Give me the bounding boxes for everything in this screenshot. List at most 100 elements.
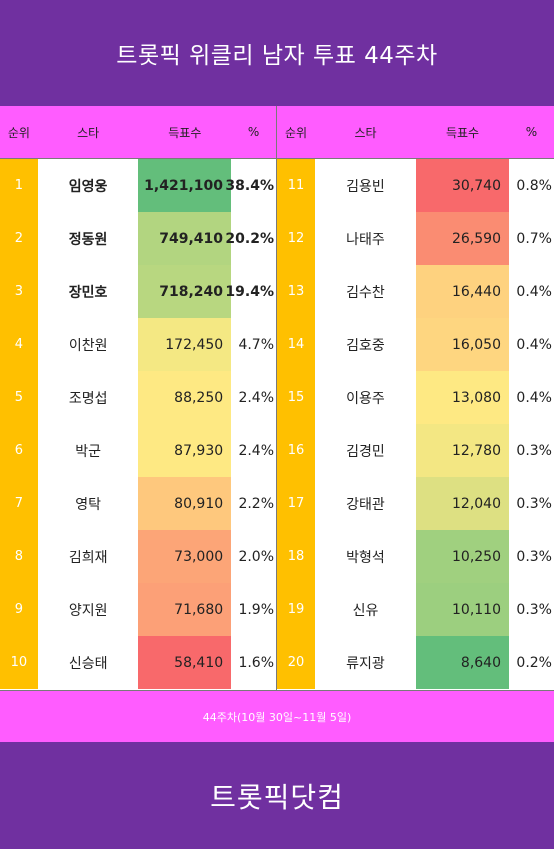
rank-cell: 4: [0, 318, 38, 371]
rank-cell: 17: [277, 477, 315, 530]
table-row: 20 류지광 8,640 0.2%: [277, 636, 554, 689]
table-header-left: 순위 스타 득표수 %: [0, 106, 276, 159]
percent-cell: 19.4%: [225, 283, 274, 300]
star-name-cell: 강태관: [346, 496, 385, 513]
star-name-cell: 나태주: [346, 231, 385, 248]
rank-cell: 19: [277, 583, 315, 636]
rank-cell: 12: [277, 212, 315, 265]
percent-cell: 1.9%: [238, 601, 275, 618]
percent-cell: 0.3%: [516, 495, 552, 512]
table-row: 9 양지원 71,680 1.9%: [0, 583, 276, 636]
rank-cell: 10: [0, 636, 38, 689]
votes-cell: 718,240: [138, 265, 231, 318]
rank-cell: 7: [0, 477, 38, 530]
percent-cell: 0.3%: [516, 601, 552, 618]
star-name-cell: 박형석: [346, 549, 385, 566]
header-votes: 득표수: [445, 125, 480, 140]
votes-cell: 10,110: [416, 583, 509, 636]
rank-cell: 14: [277, 318, 315, 371]
table-row: 13 김수찬 16,440 0.4%: [277, 265, 554, 318]
votes-cell: 8,640: [416, 636, 509, 689]
header-votes: 득표수: [168, 125, 202, 140]
star-name-cell: 박군: [75, 443, 102, 460]
table-row: 17 강태관 12,040 0.3%: [277, 477, 554, 530]
star-name-cell: 류지광: [346, 655, 385, 672]
table-body-right: 11 김용빈 30,740 0.8% 12 나태주 26,590 0.7% 13 김수찬 16,44…: [277, 159, 554, 689]
table-row: 1 임영웅 1,421,100 38.4%: [0, 159, 276, 212]
votes-cell: 73,000: [138, 530, 232, 583]
table-row: 11 김용빈 30,740 0.8%: [277, 159, 554, 212]
rank-cell: 18: [277, 530, 315, 583]
table-row: 5 조명섭 88,250 2.4%: [0, 371, 276, 424]
star-name-cell: 이찬원: [68, 337, 108, 354]
header-rank: 순위: [7, 125, 30, 140]
star-name-cell: 조명섭: [68, 390, 108, 407]
rank-cell: 9: [0, 583, 38, 636]
table-row: 18 박형석 10,250 0.3%: [277, 530, 554, 583]
header-rank: 순위: [284, 125, 308, 140]
header-star: 스타: [77, 125, 100, 140]
votes-cell: 88,250: [138, 371, 232, 424]
percent-cell: 0.4%: [516, 283, 552, 300]
percent-cell: 2.0%: [238, 548, 275, 565]
votes-cell: 26,590: [416, 212, 509, 265]
star-name-cell: 이용주: [346, 390, 385, 407]
table-row: 14 김호중 16,050 0.4%: [277, 318, 554, 371]
votes-cell: 749,410: [138, 212, 231, 265]
percent-cell: 0.4%: [516, 336, 552, 353]
rank-cell: 3: [0, 265, 38, 318]
percent-cell: 0.8%: [516, 177, 552, 194]
votes-cell: 58,410: [138, 636, 232, 689]
brand-name: 트롯픽닷컴: [210, 780, 344, 814]
table-header-right: 순위 스타 득표수 %: [277, 106, 554, 159]
table-row: 16 김경민 12,780 0.3%: [277, 424, 554, 477]
votes-cell: 16,440: [416, 265, 509, 318]
table-row: 8 김희재 73,000 2.0%: [0, 530, 276, 583]
rank-cell: 20: [277, 636, 315, 689]
percent-cell: 1.6%: [238, 654, 275, 671]
rank-cell: 2: [0, 212, 38, 265]
table-row: 19 신유 10,110 0.3%: [277, 583, 554, 636]
votes-cell: 12,780: [416, 424, 509, 477]
percent-cell: 2.2%: [238, 495, 275, 512]
rank-cell: 16: [277, 424, 315, 477]
table-row: 7 영탁 80,910 2.2%: [0, 477, 276, 530]
header-percent: %: [525, 125, 538, 139]
votes-cell: 1,421,100: [138, 159, 231, 212]
table-row: 4 이찬원 172,450 4.7%: [0, 318, 276, 371]
percent-cell: 2.4%: [238, 389, 275, 406]
table-row: 12 나태주 26,590 0.7%: [277, 212, 554, 265]
percent-cell: 0.3%: [516, 548, 552, 565]
star-name-cell: 신승태: [68, 655, 108, 672]
percent-cell: 0.7%: [516, 230, 552, 247]
star-name-cell: 김경민: [346, 443, 385, 460]
table-row: 15 이용주 13,080 0.4%: [277, 371, 554, 424]
percent-cell: 0.4%: [516, 389, 552, 406]
rank-cell: 1: [0, 159, 38, 212]
votes-cell: 16,050: [416, 318, 509, 371]
table-body-left: 1 임영웅 1,421,100 38.4% 2 정동원 749,410 20.2% 3 장민호 71…: [0, 159, 276, 689]
percent-cell: 0.2%: [516, 654, 552, 671]
percent-cell: 2.4%: [238, 442, 275, 459]
star-name-cell: 김희재: [68, 549, 108, 566]
rank-cell: 8: [0, 530, 38, 583]
rank-cell: 11: [277, 159, 315, 212]
votes-cell: 12,040: [416, 477, 509, 530]
table-row: 2 정동원 749,410 20.2%: [0, 212, 276, 265]
votes-cell: 80,910: [138, 477, 232, 530]
star-name-cell: 김수찬: [346, 284, 385, 301]
votes-cell: 13,080: [416, 371, 509, 424]
header-star: 스타: [354, 125, 377, 140]
rank-cell: 13: [277, 265, 315, 318]
votes-cell: 10,250: [416, 530, 509, 583]
star-name-cell: 김호중: [346, 337, 385, 354]
rank-cell: 15: [277, 371, 315, 424]
ranking-table: 순위 스타 득표수 % 1 임영웅 1,421,100 38.4% 2 정동원 749,41…: [0, 106, 554, 690]
star-name-cell: 신유: [352, 602, 379, 619]
rank-cell: 5: [0, 371, 38, 424]
header-percent: %: [247, 125, 260, 139]
votes-cell: 71,680: [138, 583, 232, 636]
votes-cell: 30,740: [416, 159, 509, 212]
week-period-note: 44주차(10월 30일~11월 5일): [0, 690, 554, 742]
